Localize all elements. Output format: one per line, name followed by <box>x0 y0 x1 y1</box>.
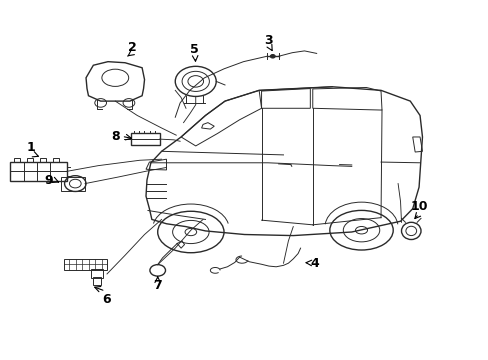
Text: 4: 4 <box>310 257 319 270</box>
Text: 9: 9 <box>44 174 53 187</box>
Text: 10: 10 <box>409 200 427 213</box>
Text: 2: 2 <box>128 41 137 54</box>
Text: 8: 8 <box>111 130 120 143</box>
Text: 3: 3 <box>264 33 273 46</box>
Text: 1: 1 <box>26 141 35 154</box>
Text: 7: 7 <box>153 279 162 292</box>
Text: 6: 6 <box>102 293 111 306</box>
Text: 5: 5 <box>189 43 198 56</box>
Circle shape <box>270 54 275 58</box>
